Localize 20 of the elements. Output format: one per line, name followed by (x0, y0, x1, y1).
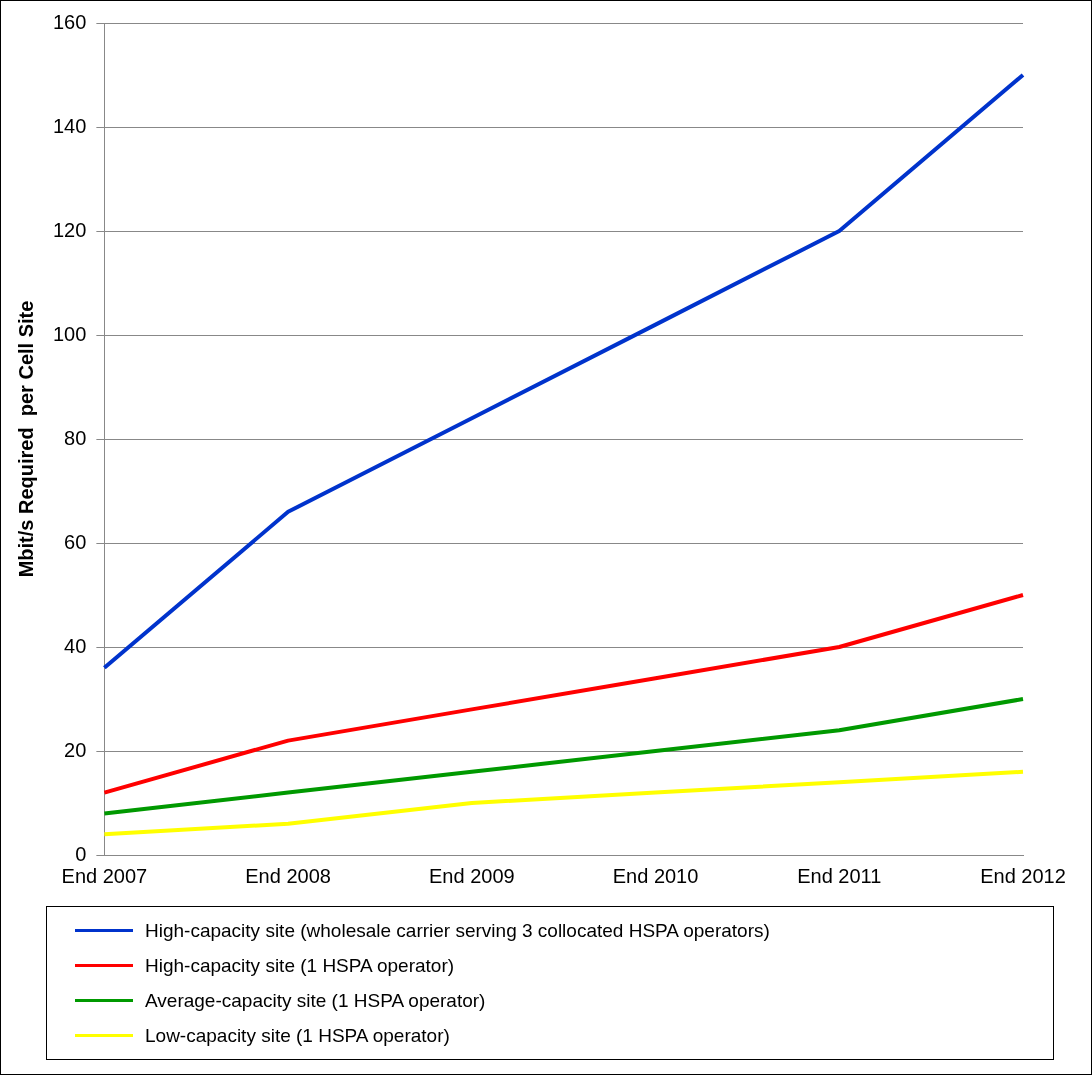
x-tick-label: End 2009 (429, 864, 515, 887)
y-tick-label: 140 (52, 114, 87, 137)
x-tick-label: End 2010 (612, 864, 699, 887)
y-tick-label: 20 (64, 738, 87, 761)
legend-label: High-capacity site (1 HSPA operator) (145, 954, 455, 977)
y-axis-title: Mbit/s Required per Cell Site (14, 300, 37, 578)
y-tick-label: 100 (52, 322, 87, 345)
y-tick-label: 80 (64, 426, 87, 449)
y-tick-label: 160 (52, 10, 87, 33)
x-tick-label: End 2012 (980, 864, 1066, 887)
x-tick-label: End 2008 (245, 864, 331, 887)
x-tick-label: End 2007 (61, 864, 148, 887)
legend-label: Average-capacity site (1 HSPA operator) (145, 989, 486, 1012)
legend-label: High-capacity site (wholesale carrier serving 3 collocated HSPA operators) (145, 919, 770, 942)
y-tick-label: 60 (64, 530, 87, 553)
x-tick-label: End 2011 (797, 864, 882, 887)
legend-label: Low-capacity site (1 HSPA operator) (145, 1024, 450, 1047)
y-tick-label: 0 (75, 842, 87, 865)
y-tick-label: 120 (52, 218, 87, 241)
y-tick-label: 40 (64, 634, 87, 657)
